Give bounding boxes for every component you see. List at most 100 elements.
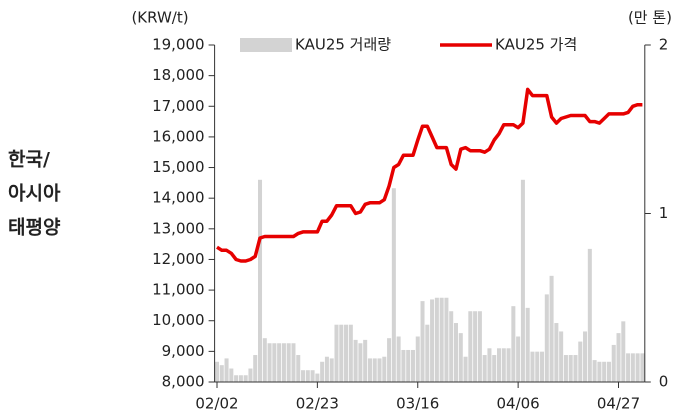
bar [420, 301, 425, 382]
bar [258, 179, 263, 382]
bar [530, 351, 535, 382]
bar [214, 361, 219, 382]
bar [453, 323, 458, 382]
y-tick-label: 19,000 [152, 36, 205, 54]
bar [425, 324, 430, 382]
bar [611, 344, 616, 382]
bar [410, 349, 415, 382]
y2-tick-label: 0 [659, 373, 669, 391]
bar [506, 348, 511, 382]
y-tick-label: 14,000 [152, 189, 205, 207]
x-tick-label: 04/06 [497, 395, 540, 413]
bar [616, 333, 621, 382]
legend-label: KAU25 거래량 [295, 36, 391, 54]
bar [305, 370, 310, 382]
bar [281, 343, 286, 382]
bar [549, 275, 554, 382]
bar [253, 355, 258, 382]
bar [229, 368, 234, 382]
bar [602, 361, 607, 382]
bar [487, 348, 492, 382]
bar [535, 351, 540, 382]
bar [630, 353, 635, 382]
y-tick-label: 11,000 [152, 281, 205, 299]
bar [430, 299, 435, 382]
x-tick-label: 04/27 [597, 395, 640, 413]
bar [458, 333, 463, 382]
side-label: 아시아 [8, 183, 61, 205]
bar [563, 355, 568, 382]
bar [387, 338, 392, 382]
bar [329, 358, 334, 382]
legend-label: KAU25 가격 [495, 36, 577, 54]
bar [592, 360, 597, 382]
y-tick-label: 13,000 [152, 219, 205, 237]
bar [367, 358, 372, 382]
bar [315, 373, 320, 382]
bar [520, 179, 525, 382]
side-label: 한국/ [8, 149, 50, 171]
bar [262, 338, 267, 382]
bar [449, 311, 454, 382]
side-label: 태평양 [8, 217, 61, 239]
bar [511, 306, 516, 382]
y-tick-label: 8,000 [162, 373, 205, 391]
bar [310, 370, 315, 382]
price-line [216, 87, 643, 263]
x-tick-label: 02/02 [195, 395, 238, 413]
bar [415, 336, 420, 382]
bar [606, 361, 611, 382]
bar [296, 355, 301, 382]
bar [219, 365, 224, 382]
bar [272, 343, 277, 382]
bar [363, 339, 368, 382]
bar [468, 311, 473, 382]
bar [587, 248, 592, 382]
bar [640, 353, 645, 382]
bar [353, 339, 358, 382]
y-tick-label: 15,000 [152, 158, 205, 176]
bar [396, 336, 401, 382]
bar [377, 358, 382, 382]
bar [497, 348, 502, 382]
bar [286, 343, 291, 382]
bar [621, 321, 626, 382]
bar [554, 323, 559, 382]
bar [473, 311, 478, 382]
bar [406, 349, 411, 382]
bar [559, 331, 564, 382]
y-tick-label: 18,000 [152, 66, 205, 84]
bar [626, 353, 631, 382]
bar [277, 343, 282, 382]
bar [463, 356, 468, 382]
bar [243, 375, 248, 382]
bar [382, 356, 387, 382]
bar [267, 343, 272, 382]
legend-swatch [240, 38, 292, 52]
bar [344, 324, 349, 382]
bar [439, 297, 444, 382]
bar [578, 341, 583, 382]
bar [583, 331, 588, 382]
y2-axis-label: (만 톤) [628, 9, 672, 27]
bar [477, 311, 482, 382]
bar [320, 361, 325, 382]
bar [391, 188, 396, 382]
bar [540, 351, 545, 382]
bar [324, 356, 329, 382]
bar [401, 349, 406, 382]
bar [248, 368, 253, 382]
bar [525, 307, 530, 382]
y-tick-label: 16,000 [152, 127, 205, 145]
bar [372, 358, 377, 382]
bar [334, 324, 339, 382]
bar [482, 355, 487, 382]
bar [238, 375, 243, 382]
bar [501, 348, 506, 382]
bar [224, 358, 229, 382]
bar [358, 343, 363, 382]
y-tick-label: 17,000 [152, 97, 205, 115]
bar [568, 355, 573, 382]
bar [348, 324, 353, 382]
